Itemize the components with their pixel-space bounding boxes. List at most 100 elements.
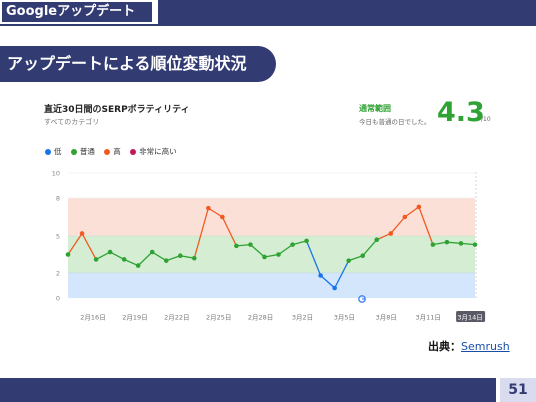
legend-label-very-high: 非常に高い — [139, 147, 177, 156]
x-tick-label: 3月8日 — [376, 314, 397, 322]
x-label-highlight — [456, 311, 486, 322]
band-2 — [68, 198, 475, 236]
x-tick-label: 2月19日 — [122, 314, 147, 322]
data-point — [402, 214, 408, 220]
volatility-card: 直近30日間のSERPボラティリティ すべてのカテゴリ 通常範囲 今日も普通の日… — [32, 96, 495, 332]
series-segment — [348, 255, 363, 262]
volatility-chart: 0 2 5 8 10 2月16日 2月19日 2月22日 2月25日 2月28日 3月2日 3月5日 3… — [52, 170, 486, 322]
data-point — [346, 258, 351, 263]
y-tick-label: 0 — [56, 295, 60, 303]
series-segment — [221, 216, 237, 247]
data-point — [388, 231, 394, 236]
series-segment — [67, 233, 83, 255]
data-point — [149, 249, 155, 255]
legend-dot-low — [45, 148, 51, 155]
y-tick-label: 2 — [56, 270, 60, 278]
data-point — [65, 252, 71, 257]
x-tick-label: 3月11日 — [415, 314, 440, 322]
legend-dot-normal — [70, 148, 77, 155]
data-point — [262, 254, 267, 260]
data-point — [163, 258, 169, 263]
legend-label-normal: 普通 — [79, 147, 95, 156]
y-tick-label: 5 — [56, 233, 60, 241]
legend-dot-high — [104, 148, 111, 155]
series-segment — [109, 251, 125, 261]
series-segment — [250, 244, 265, 258]
band-1 — [68, 236, 475, 273]
data-point — [192, 255, 197, 261]
data-point — [135, 263, 141, 268]
x-tick-label: 2月16日 — [80, 314, 105, 322]
series-segment — [446, 241, 462, 245]
series-segment — [95, 251, 111, 261]
legend-dot-very-high — [130, 148, 137, 155]
legend-item-very-high[interactable]: 非常に高い — [130, 146, 177, 157]
data-point — [248, 242, 253, 247]
data-point — [416, 204, 422, 210]
y-tick-label: 10 — [52, 170, 60, 178]
data-point — [374, 237, 380, 242]
data-point — [206, 205, 211, 211]
data-point — [79, 231, 85, 236]
series-segment — [418, 206, 434, 245]
series-segment — [292, 240, 307, 246]
score-unit: /10 — [481, 116, 491, 123]
data-point — [430, 242, 436, 247]
x-tick-label: 3月2日 — [292, 314, 313, 322]
source-citation: 出典：Semrush — [428, 338, 510, 354]
band-0 — [68, 273, 475, 298]
series-segment — [278, 244, 293, 256]
header-tab-title: Googleアップデート — [2, 2, 152, 22]
legend-label-low: 低 — [54, 147, 62, 156]
series-segment — [193, 207, 209, 259]
series-segment — [151, 251, 167, 262]
range-description: 今日も普通の日でした。 — [359, 118, 431, 126]
legend-item-high[interactable]: 高 — [104, 146, 121, 157]
data-point — [444, 239, 450, 245]
series-segment — [81, 233, 97, 260]
page-number: 51 — [500, 378, 536, 402]
range-label: 通常範囲 — [359, 104, 391, 113]
data-point — [177, 253, 183, 259]
data-point — [332, 285, 337, 291]
x-tick-label: 3月14日 — [457, 314, 482, 322]
google-g-icon-bar — [362, 298, 366, 300]
x-tick-label: 3月5日 — [334, 314, 355, 322]
series-segment — [123, 258, 139, 267]
series-segment — [236, 243, 251, 247]
series-segment — [207, 207, 223, 218]
series-segment — [432, 241, 448, 246]
source-label: 出典： — [428, 340, 461, 353]
y-tick-label: 8 — [56, 195, 60, 203]
chart-legend: 低 普通 高 非常に高い — [45, 146, 184, 157]
data-point — [121, 257, 127, 262]
data-point — [304, 238, 309, 244]
section-title: アップデートによる順位変動状況 — [0, 46, 276, 82]
data-point — [234, 243, 239, 249]
data-point — [458, 241, 464, 246]
data-point — [318, 273, 323, 278]
series-segment — [137, 251, 153, 267]
legend-item-normal[interactable]: 普通 — [70, 146, 95, 157]
series-segment — [460, 242, 476, 246]
legend-item-low[interactable]: 低 — [45, 146, 62, 157]
source-link[interactable]: Semrush — [461, 340, 510, 353]
card-title: 直近30日間のSERPボラティリティ — [44, 105, 190, 115]
x-tick-label: 2月25日 — [206, 314, 231, 322]
series-segment — [390, 216, 406, 234]
legend-label-high: 高 — [113, 147, 121, 156]
data-point — [290, 242, 295, 247]
series-segment — [376, 232, 392, 241]
series-segment — [404, 206, 420, 218]
data-point — [220, 214, 225, 220]
x-tick-label: 2月28日 — [248, 314, 273, 322]
series-segment — [334, 260, 350, 289]
series-segment — [362, 239, 378, 257]
header-tab: Googleアップデート — [0, 0, 159, 24]
data-point — [472, 242, 478, 247]
series-segment — [180, 255, 195, 259]
series-segment — [305, 240, 322, 276]
series-segment — [320, 275, 336, 289]
footer-bar — [0, 378, 536, 402]
score-value: 4.3 — [437, 97, 485, 128]
